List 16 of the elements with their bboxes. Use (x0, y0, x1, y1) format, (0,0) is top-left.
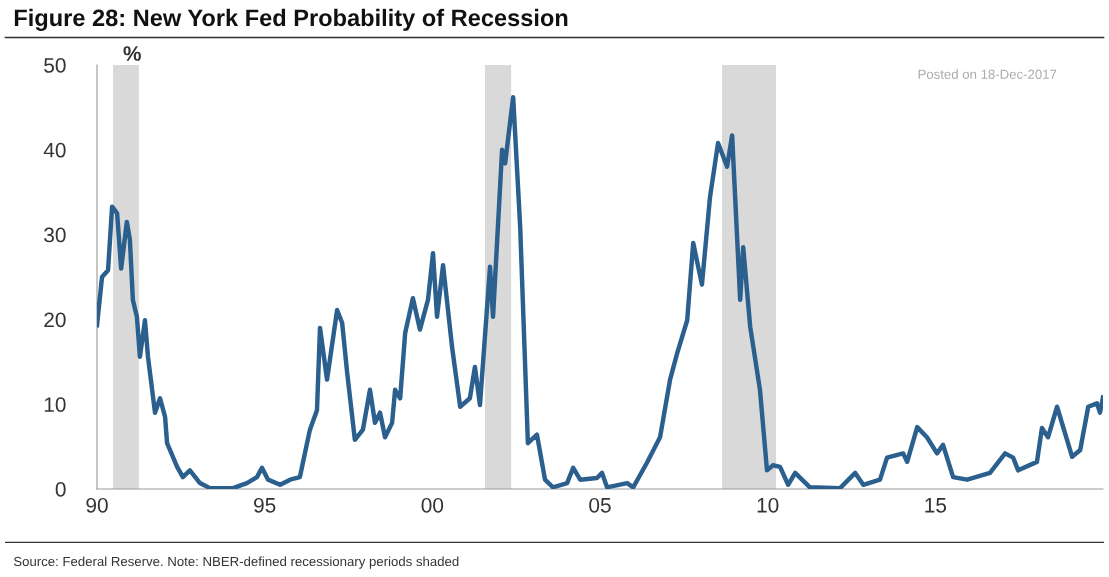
x-tick-label: 95 (254, 497, 276, 513)
y-tick-label: 30 (44, 227, 66, 243)
y-tick-label: 10 (44, 397, 66, 412)
chart-title: Figure 28: New York Fed Probability of Recession (14, 8, 568, 31)
y-tick-label: 20 (44, 312, 66, 328)
x-tick-label: 90 (86, 497, 108, 513)
x-tick-label: 05 (589, 497, 611, 513)
x-tick-label: 15 (925, 498, 947, 513)
annotation: Posted on 18-Dec-2017 (918, 69, 1057, 79)
y-axis-title: % (123, 46, 141, 61)
y-tick-label: 0 (55, 482, 66, 497)
x-tick-label: 10 (757, 497, 779, 513)
x-tick-label: 00 (421, 497, 444, 513)
y-tick-label: 50 (44, 58, 66, 73)
source-note: Source: Federal Reserve. Note: NBER-defined recessionary periods shaded (13, 556, 459, 569)
y-tick-label: 40 (43, 142, 66, 158)
